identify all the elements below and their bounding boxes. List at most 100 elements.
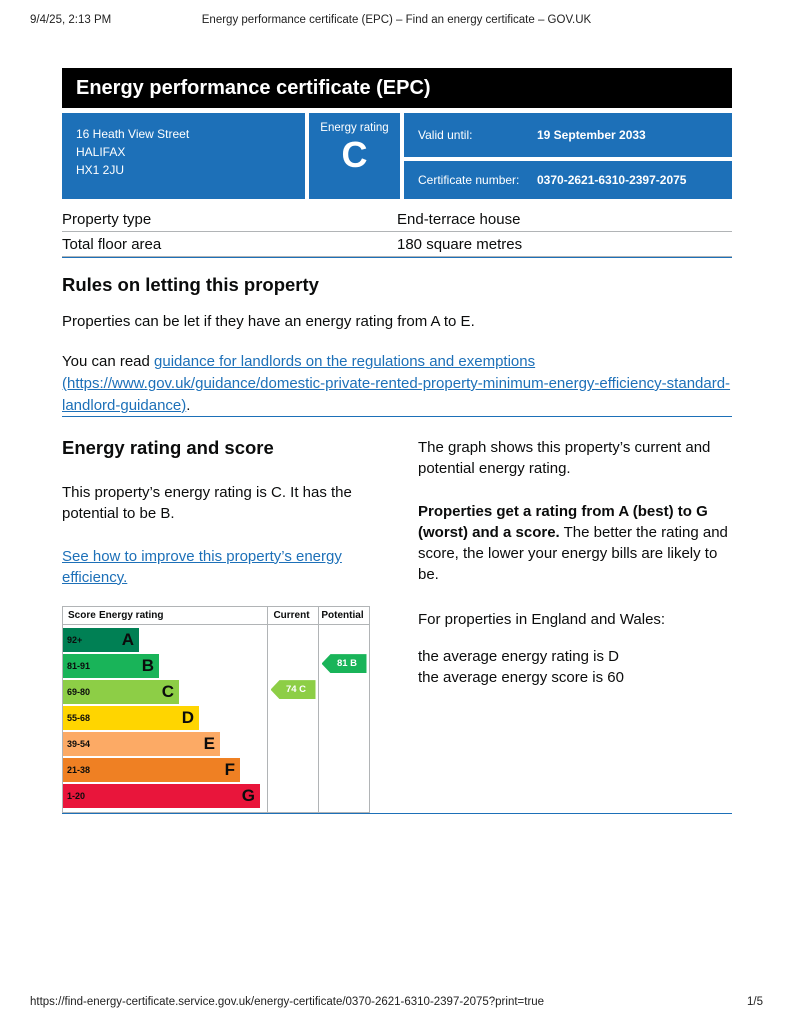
rating-explanation-bold: Properties get a rating from A (best) to… xyxy=(418,503,708,542)
bands-body: 92+ A 81-91 B 69-80 C 55-68 D 39-54 E 21-38 F 1-20 G xyxy=(63,625,267,812)
rules-heading: Rules on letting this property xyxy=(62,274,319,295)
energy-rating-section: Energy rating and score This property’s … xyxy=(62,437,732,814)
graph-intro: The graph shows this property’s current … xyxy=(418,439,711,478)
averages-intro: For properties in England and Wales: xyxy=(418,611,666,629)
epc-rating-chart: Score Energy rating 92+ A 81-91 B 69-80 C 55-68… xyxy=(62,605,370,814)
epc-band-row-g: 1-20 G xyxy=(63,783,267,808)
guidance-prefix: You can read xyxy=(62,353,155,371)
valid-until-box: Valid until: 19 September 2033 xyxy=(404,113,732,157)
band-score-label: 39-54 xyxy=(67,738,91,749)
address-line-3: HX1 2JU xyxy=(76,163,125,177)
improve-paragraph: See how to improve this property’s energ… xyxy=(62,546,370,588)
band-letter: G xyxy=(241,786,255,806)
section-divider xyxy=(62,257,732,258)
band-letter: F xyxy=(224,760,235,780)
average-score-line: the average energy score is 60 xyxy=(418,669,624,687)
rating-left-column: Energy rating and score This property’s … xyxy=(62,437,370,814)
valid-until-value: 19 September 2033 xyxy=(537,127,646,142)
score-column-header: Score xyxy=(68,609,96,621)
epc-band-row-e: 39-54 E xyxy=(63,731,267,756)
guidance-suffix: . xyxy=(186,396,191,414)
band-score-label: 81-91 xyxy=(67,660,91,671)
address-line-2: HALIFAX xyxy=(76,145,126,159)
average-rating-line: the average energy rating is D xyxy=(418,648,619,666)
potential-slot-0 xyxy=(319,628,369,652)
potential-slot-6 xyxy=(319,784,369,808)
chart-header-bands: Score Energy rating xyxy=(63,607,267,625)
landlord-guidance-link[interactable]: guidance for landlords on the regulation… xyxy=(62,353,731,414)
floor-area-value: 180 square metres xyxy=(397,235,523,253)
certificate-number-value: 0370-2621-6310-2397-2075 xyxy=(537,172,687,187)
certificate-summary: 16 Heath View Street HALIFAX HX1 2JU Ene… xyxy=(62,113,732,199)
epc-band-row-a: 92+ A xyxy=(63,627,267,652)
potential-slot-5 xyxy=(319,758,369,782)
epc-current-column: Current 74 C xyxy=(267,606,318,813)
energy-rating-column-header: Energy rating xyxy=(99,609,164,621)
current-slot-1 xyxy=(268,654,318,678)
band-letter: A xyxy=(121,630,134,650)
potential-body: 81 B xyxy=(319,625,369,813)
current-slot-5 xyxy=(268,758,318,782)
potential-slot-2 xyxy=(319,680,369,704)
rules-intro: Properties can be let if they have an en… xyxy=(62,313,475,331)
current-slot-2: 74 C xyxy=(268,680,318,704)
current-column-header: Current xyxy=(268,607,318,625)
epc-band-bar-f: 21-38 F xyxy=(63,757,240,782)
certificate-title: Energy performance certificate (EPC) xyxy=(76,77,431,99)
band-letter: D xyxy=(181,708,194,728)
current-slot-6 xyxy=(268,784,318,808)
section-divider xyxy=(62,416,732,418)
rules-section: Rules on letting this property Propertie… xyxy=(62,274,732,416)
band-score-label: 55-68 xyxy=(67,712,91,723)
epc-band-row-d: 55-68 D xyxy=(63,705,267,730)
band-score-label: 1-20 xyxy=(67,790,86,801)
property-type-label: Property type xyxy=(62,210,152,228)
averages-block: the average energy rating is D the avera… xyxy=(418,646,732,688)
epc-potential-column: Potential 81 B xyxy=(318,606,369,813)
band-score-label: 21-38 xyxy=(67,764,91,775)
section-divider xyxy=(62,813,732,815)
print-header: 9/4/25, 2:13 PM Energy performance certi… xyxy=(30,14,763,26)
valid-until-label: Valid until: xyxy=(418,127,473,142)
epc-current-pointer: 74 C xyxy=(270,680,316,700)
rating-heading: Energy rating and score xyxy=(62,437,274,459)
rating-explanation-rest: The better the rating and score, the low… xyxy=(418,524,728,584)
band-score-label: 69-80 xyxy=(67,686,91,697)
certificate-banner: Energy performance certificate (EPC) xyxy=(62,68,732,108)
rules-guidance: You can read guidance for landlords on t… xyxy=(62,351,732,416)
band-letter: C xyxy=(161,682,174,702)
page-indicator: 1/5 xyxy=(747,996,763,1008)
current-slot-0 xyxy=(268,628,318,652)
epc-band-bar-c: 69-80 C xyxy=(63,679,179,704)
property-details-table: Property type End-terrace house Total fl… xyxy=(62,207,732,257)
epc-band-bar-a: 92+ A xyxy=(63,627,139,652)
rating-explanation: Properties get a rating from A (best) to… xyxy=(418,501,732,585)
epc-bands-column: Score Energy rating 92+ A 81-91 B 69-80 C 55-68… xyxy=(63,607,267,813)
epc-band-row-f: 21-38 F xyxy=(63,757,267,782)
print-url: https://find-energy-certificate.service.… xyxy=(30,996,545,1008)
energy-rating-letter: C xyxy=(341,134,368,175)
table-row: Total floor area 180 square metres xyxy=(62,232,732,257)
property-type-value: End-terrace house xyxy=(397,210,521,228)
rating-right-column: The graph shows this property’s current … xyxy=(418,437,732,813)
improve-efficiency-link[interactable]: See how to improve this property’s energ… xyxy=(62,547,342,586)
epc-potential-pointer: 81 B xyxy=(321,654,367,674)
certificate-number-box: Certificate number: 0370-2621-6310-2397-… xyxy=(404,160,732,199)
energy-rating-box: Energy rating C xyxy=(309,113,400,199)
potential-column-header: Potential xyxy=(319,607,369,625)
validity-column: Valid until: 19 September 2033 Certifica… xyxy=(404,113,732,199)
floor-area-label: Total floor area xyxy=(62,235,162,253)
certificate-content: Energy performance certificate (EPC) 16 … xyxy=(62,68,732,815)
rating-summary: This property’s energy rating is C. It h… xyxy=(62,483,352,522)
property-address: 16 Heath View Street HALIFAX HX1 2JU xyxy=(62,113,305,199)
potential-slot-3 xyxy=(319,706,369,730)
energy-rating-label: Energy rating xyxy=(320,122,389,134)
epc-band-row-c: 69-80 C xyxy=(63,679,267,704)
band-letter: B xyxy=(141,656,154,676)
current-slot-4 xyxy=(268,732,318,756)
print-datetime: 9/4/25, 2:13 PM xyxy=(30,14,112,26)
potential-slot-4 xyxy=(319,732,369,756)
certificate-number-label: Certificate number: xyxy=(418,172,520,187)
print-footer: https://find-energy-certificate.service.… xyxy=(30,996,763,1008)
